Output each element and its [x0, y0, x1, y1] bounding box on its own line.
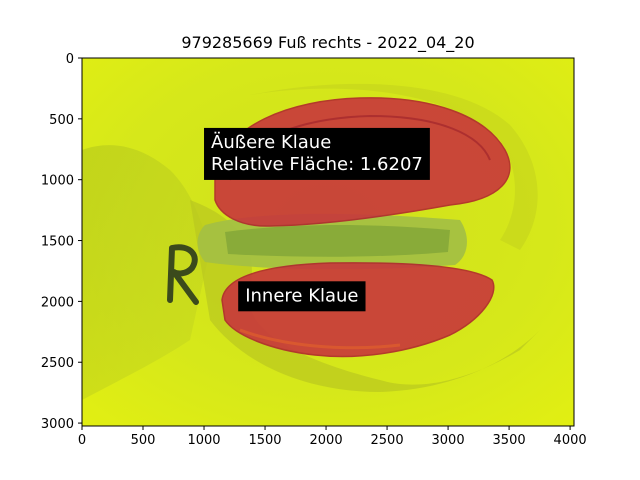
x-tick-label: 1500: [248, 433, 281, 448]
x-tick-label: 2000: [310, 433, 343, 448]
x-tick-label: 4000: [554, 433, 587, 448]
y-tick-label: 0: [66, 52, 74, 67]
y-axis: 0 500 1000 1500 2000 2500 3000: [41, 52, 82, 432]
photo-shadow-left: [82, 145, 210, 400]
x-tick-label: 3000: [432, 433, 465, 448]
handwritten-r-mark: [167, 244, 199, 305]
x-tick-label: 0: [78, 433, 86, 448]
x-axis: 0 500 1000 1500 2000 2500 3000 3500 4000: [78, 426, 587, 448]
skin-center: [225, 225, 450, 257]
x-tick-label: 1000: [187, 433, 220, 448]
annotation-box: [238, 281, 366, 312]
chart-title: 979285669 Fuß rechts - 2022_04_20: [181, 33, 474, 53]
annotation-box: [204, 127, 430, 180]
annotation-text: Relative Fläche: 1.6207: [211, 154, 423, 175]
annotation-text: Äußere Klaue: [211, 132, 331, 153]
x-tick-label: 2500: [371, 433, 404, 448]
y-tick-label: 3000: [41, 417, 74, 432]
hoof-photo: [82, 58, 574, 426]
inner-claw-edge: [239, 328, 401, 350]
y-tick-label: 500: [49, 113, 74, 128]
y-tick-label: 1000: [41, 174, 74, 189]
y-tick-label: 1500: [41, 235, 74, 250]
annotation-label: Innere Klaue: [238, 281, 366, 312]
axes-frame: [81, 57, 575, 427]
x-tick-label: 3500: [493, 433, 526, 448]
annotation-text: Innere Klaue: [245, 285, 358, 306]
y-tick-label: 2000: [41, 295, 74, 310]
y-tick-label: 2500: [41, 356, 74, 371]
photo-shadow-top: [250, 83, 538, 250]
x-tick-label: 500: [131, 433, 156, 448]
